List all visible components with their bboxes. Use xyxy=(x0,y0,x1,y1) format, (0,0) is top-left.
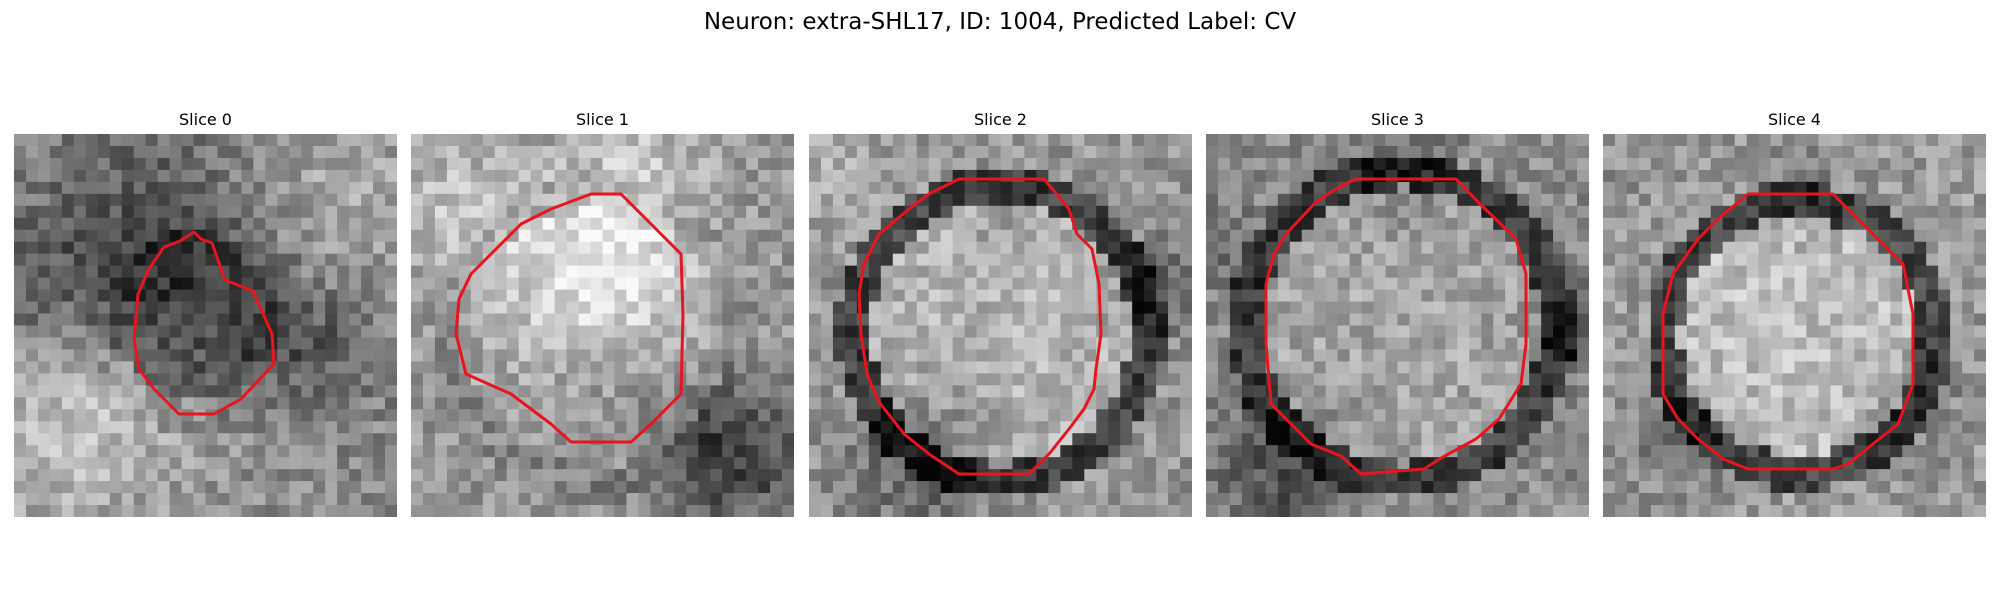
segmentation-contour xyxy=(1661,192,1915,471)
pixel-grid xyxy=(809,134,1192,517)
slice-title: Slice 3 xyxy=(1371,110,1424,129)
em-slice-image xyxy=(14,134,397,517)
pixel-grid xyxy=(14,134,397,517)
pixel-grid xyxy=(411,134,794,517)
slice-title: Slice 2 xyxy=(974,110,1027,129)
em-slice-image xyxy=(1206,134,1589,517)
figure-title: Neuron: extra-SHL17, ID: 1004, Predicted… xyxy=(703,9,1297,35)
slice-title: Slice 4 xyxy=(1768,110,1821,129)
slice-title: Slice 0 xyxy=(179,110,232,129)
segmentation-contour xyxy=(454,192,685,444)
segmentation-contour xyxy=(132,230,276,416)
pixel-grid xyxy=(1603,134,1986,517)
pixel-grid xyxy=(1206,134,1589,517)
segmentation-contour xyxy=(1264,177,1528,476)
segmentation-contour xyxy=(857,177,1103,476)
em-slice-image xyxy=(1603,134,1986,517)
em-slice-image xyxy=(809,134,1192,517)
slice-title: Slice 1 xyxy=(576,110,629,129)
em-slice-image xyxy=(411,134,794,517)
